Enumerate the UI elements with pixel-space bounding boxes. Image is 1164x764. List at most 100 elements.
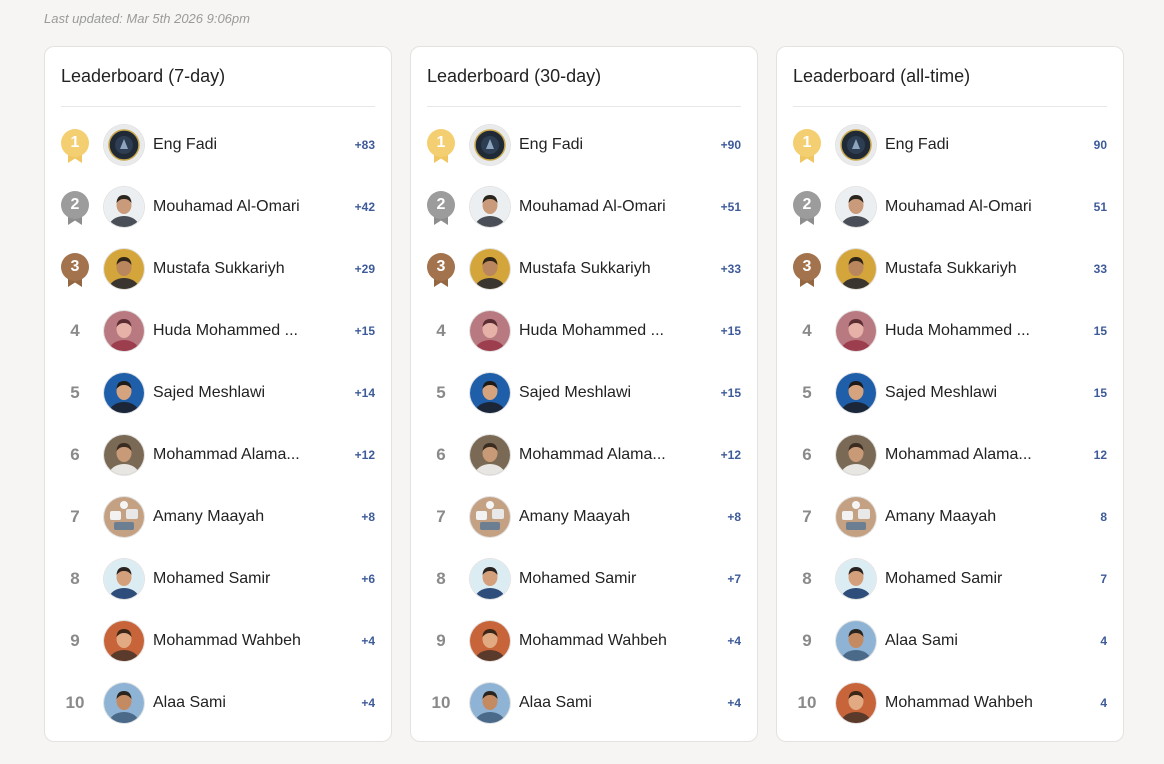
avatar[interactable] [470, 249, 510, 289]
score-value: +42 [354, 200, 375, 214]
score-value: +83 [354, 138, 375, 152]
avatar[interactable] [470, 125, 510, 165]
user-name[interactable]: Mustafa Sukkariyh [885, 260, 1017, 277]
avatar[interactable] [836, 621, 876, 661]
score-value: 90 [1093, 138, 1107, 152]
avatar[interactable] [836, 683, 876, 723]
user-name[interactable]: Eng Fadi [885, 136, 950, 153]
avatar[interactable] [470, 497, 510, 537]
user-name[interactable]: Alaa Sami [885, 632, 958, 649]
avatar[interactable] [836, 311, 876, 351]
rank-number: 5 [436, 383, 446, 402]
user-name[interactable]: Eng Fadi [153, 136, 218, 153]
score-value: 4 [1100, 696, 1107, 710]
avatar[interactable] [836, 497, 876, 537]
avatar[interactable] [836, 559, 876, 599]
avatar[interactable] [104, 125, 144, 165]
avatar[interactable] [836, 435, 876, 475]
rank-number: 9 [802, 631, 812, 650]
score-value: 8 [1100, 510, 1107, 524]
avatar[interactable] [104, 187, 144, 227]
rank-cell: 9 [61, 631, 89, 651]
score-value: +4 [361, 696, 375, 710]
avatar[interactable] [470, 187, 510, 227]
score-value: 15 [1093, 386, 1107, 400]
leaderboard-list: 1 Eng Fadi 90 2 Mouhamad Al-Omari 5 1 3 Mustafa … [793, 107, 1107, 734]
score-value: +7 [727, 572, 741, 586]
user-name[interactable]: Mohammad Wahbeh [885, 694, 1033, 711]
user-name[interactable]: Sajed Meshlawi [519, 384, 632, 401]
avatar[interactable] [470, 311, 510, 351]
user-name[interactable]: Huda Mohammed ... [885, 322, 1030, 339]
user-name[interactable]: Eng Fadi [519, 136, 584, 153]
rank-number: 2 [793, 191, 821, 219]
rank-number: 7 [802, 507, 812, 526]
rank-cell: 5 [793, 383, 821, 403]
avatar[interactable] [104, 683, 144, 723]
user-name[interactable]: Mohammad Alama... [153, 446, 300, 463]
avatar[interactable] [104, 373, 144, 413]
user-name[interactable]: Amany Maayah [153, 508, 265, 525]
score-value: +8 [727, 510, 741, 524]
user-name[interactable]: Amany Maayah [519, 508, 631, 525]
avatar[interactable] [104, 435, 144, 475]
leaderboard-title: Leaderboard (7-day) [61, 47, 375, 107]
user-name[interactable]: Mohammad Wahbeh [153, 632, 301, 649]
score-value: +15 [720, 324, 741, 338]
user-name[interactable]: Sajed Meshlawi [885, 384, 998, 401]
user-name[interactable]: Mustafa Sukkariyh [519, 260, 651, 277]
user-name[interactable]: Mohamed Samir [519, 570, 637, 587]
leaderboard-list: 1 Eng Fadi +90 2 Mouhamad Al-Omari +51 3 Mustaf… [427, 107, 741, 734]
rank-number: 10 [797, 693, 817, 712]
avatar[interactable] [104, 621, 144, 661]
leaderboard-row: 1 Eng Fadi 90 [793, 114, 1107, 176]
rank-cell: 3 [61, 251, 89, 287]
leaderboard-title: Leaderboard (30-day) [427, 47, 741, 107]
user-name[interactable]: Mouhamad Al-Omari [885, 198, 1032, 215]
rank-cell: 7 [427, 507, 455, 527]
leaderboard-30-day: Leaderboard (30-day) 1 Eng Fadi +90 2 Mouham… [410, 46, 758, 742]
avatar[interactable] [836, 187, 876, 227]
avatar[interactable] [104, 249, 144, 289]
user-name[interactable]: Mohammad Wahbeh [519, 632, 667, 649]
gold-medal-icon: 1 [61, 129, 89, 165]
rank-number: 3 [793, 253, 821, 281]
user-name[interactable]: Sajed Meshlawi [153, 384, 266, 401]
rank-cell: 7 [61, 507, 89, 527]
score-value: +29 [354, 262, 375, 276]
avatar[interactable] [104, 559, 144, 599]
avatar[interactable] [470, 373, 510, 413]
avatar[interactable] [470, 683, 510, 723]
user-name[interactable]: Huda Mohammed ... [519, 322, 664, 339]
avatar[interactable] [836, 249, 876, 289]
avatar[interactable] [104, 497, 144, 537]
score-value: +14 [354, 386, 375, 400]
avatar[interactable] [470, 435, 510, 475]
user-name[interactable]: Amany Maayah [885, 508, 997, 525]
avatar[interactable] [470, 621, 510, 661]
avatar[interactable] [836, 125, 876, 165]
user-name[interactable]: Mustafa Sukkariyh [153, 260, 285, 277]
user-name[interactable]: Mohammad Alama... [519, 446, 666, 463]
leaderboard-row: 1 Eng Fadi +83 [61, 114, 375, 176]
rank-number: 10 [431, 693, 451, 712]
leaderboards: Leaderboard (7-day) 1 Eng Fadi +83 2 Mouhama… [44, 46, 1124, 742]
bronze-medal-icon: 3 [61, 253, 89, 289]
user-name[interactable]: Alaa Sami [519, 694, 592, 711]
user-name[interactable]: Mohamed Samir [885, 570, 1003, 587]
score-value: 7 [1100, 572, 1107, 586]
user-name[interactable]: Huda Mohammed ... [153, 322, 298, 339]
avatar[interactable] [104, 311, 144, 351]
avatar[interactable] [470, 559, 510, 599]
rank-cell: 5 [427, 383, 455, 403]
avatar[interactable] [836, 373, 876, 413]
user-name[interactable]: Mouhamad Al-Omari [519, 198, 666, 215]
silver-medal-icon: 2 [427, 191, 455, 227]
user-name[interactable]: Mohamed Samir [153, 570, 271, 587]
gold-medal-icon: 1 [793, 129, 821, 165]
leaderboard-row: 7 Amany Maayah 8 [793, 486, 1107, 548]
user-name[interactable]: Mouhamad Al-Omari [153, 198, 300, 215]
rank-number: 7 [70, 507, 80, 526]
user-name[interactable]: Mohammad Alama... [885, 446, 1032, 463]
user-name[interactable]: Alaa Sami [153, 694, 226, 711]
